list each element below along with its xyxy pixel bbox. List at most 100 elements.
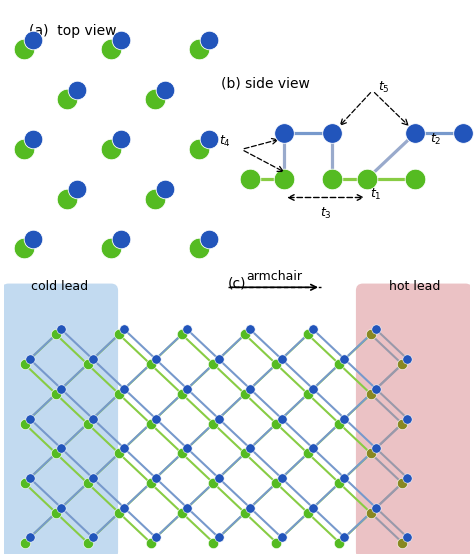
Point [120, 325, 128, 334]
Point [89, 533, 97, 542]
Point [328, 175, 336, 183]
Point [336, 538, 343, 547]
Point [120, 444, 128, 453]
Point [367, 389, 374, 398]
Point [210, 360, 217, 368]
Point [196, 244, 203, 253]
Point [26, 355, 34, 363]
Point [115, 330, 123, 339]
Point [21, 479, 28, 488]
Point [21, 419, 28, 428]
Point [57, 444, 65, 453]
Point [273, 360, 280, 368]
Point [152, 355, 159, 363]
Point [304, 449, 312, 458]
Point [178, 389, 186, 398]
Point [404, 474, 411, 483]
Point [20, 144, 27, 153]
Text: $t_1$: $t_1$ [370, 187, 382, 202]
Point [20, 45, 27, 54]
Point [399, 479, 406, 488]
Point [210, 538, 217, 547]
Text: $t_2$: $t_2$ [430, 132, 442, 147]
Point [26, 474, 34, 483]
Point [309, 325, 317, 334]
Point [152, 533, 159, 542]
Point [411, 129, 419, 138]
Point [205, 35, 212, 44]
Point [147, 360, 155, 368]
Point [152, 194, 159, 203]
Point [367, 509, 374, 517]
Point [273, 479, 280, 488]
Point [117, 234, 125, 243]
Point [367, 449, 374, 458]
Point [29, 135, 36, 144]
Point [304, 509, 312, 517]
Point [21, 538, 28, 547]
Point [115, 449, 123, 458]
Point [241, 509, 249, 517]
Point [278, 533, 285, 542]
Point [341, 414, 348, 423]
Point [108, 144, 115, 153]
Point [29, 234, 36, 243]
Point [215, 355, 222, 363]
Point [183, 325, 191, 334]
Point [309, 384, 317, 393]
Point [241, 449, 249, 458]
Point [52, 509, 60, 517]
FancyBboxPatch shape [356, 284, 473, 554]
Point [215, 533, 222, 542]
Point [328, 129, 336, 138]
Point [336, 479, 343, 488]
Point [205, 234, 212, 243]
Point [29, 35, 36, 44]
Point [246, 325, 254, 334]
Point [281, 129, 288, 138]
Point [115, 509, 123, 517]
Text: cold lead: cold lead [31, 280, 88, 293]
Point [246, 444, 254, 453]
Point [120, 384, 128, 393]
Point [404, 533, 411, 542]
Point [210, 479, 217, 488]
Point [26, 533, 34, 542]
Point [336, 419, 343, 428]
Point [84, 479, 91, 488]
Point [178, 330, 186, 339]
Point [117, 35, 125, 44]
Point [115, 389, 123, 398]
Point [372, 503, 380, 512]
Point [215, 474, 222, 483]
Point [183, 384, 191, 393]
Point [161, 85, 169, 94]
Point [367, 330, 374, 339]
Point [196, 45, 203, 54]
Point [411, 175, 419, 183]
Text: hot lead: hot lead [389, 280, 440, 293]
Point [57, 503, 65, 512]
Point [52, 449, 60, 458]
Point [178, 449, 186, 458]
Point [183, 444, 191, 453]
Point [336, 360, 343, 368]
Point [21, 360, 28, 368]
Point [57, 325, 65, 334]
Point [152, 95, 159, 104]
Point [341, 474, 348, 483]
Point [64, 95, 71, 104]
Point [147, 419, 155, 428]
Point [147, 538, 155, 547]
Point [210, 419, 217, 428]
Point [120, 503, 128, 512]
Point [26, 414, 34, 423]
Point [246, 175, 253, 183]
Point [399, 538, 406, 547]
Text: $t_3$: $t_3$ [320, 206, 331, 220]
Point [459, 129, 467, 138]
Point [341, 355, 348, 363]
Text: (a)  top view: (a) top view [29, 24, 117, 38]
Point [84, 419, 91, 428]
Point [278, 355, 285, 363]
